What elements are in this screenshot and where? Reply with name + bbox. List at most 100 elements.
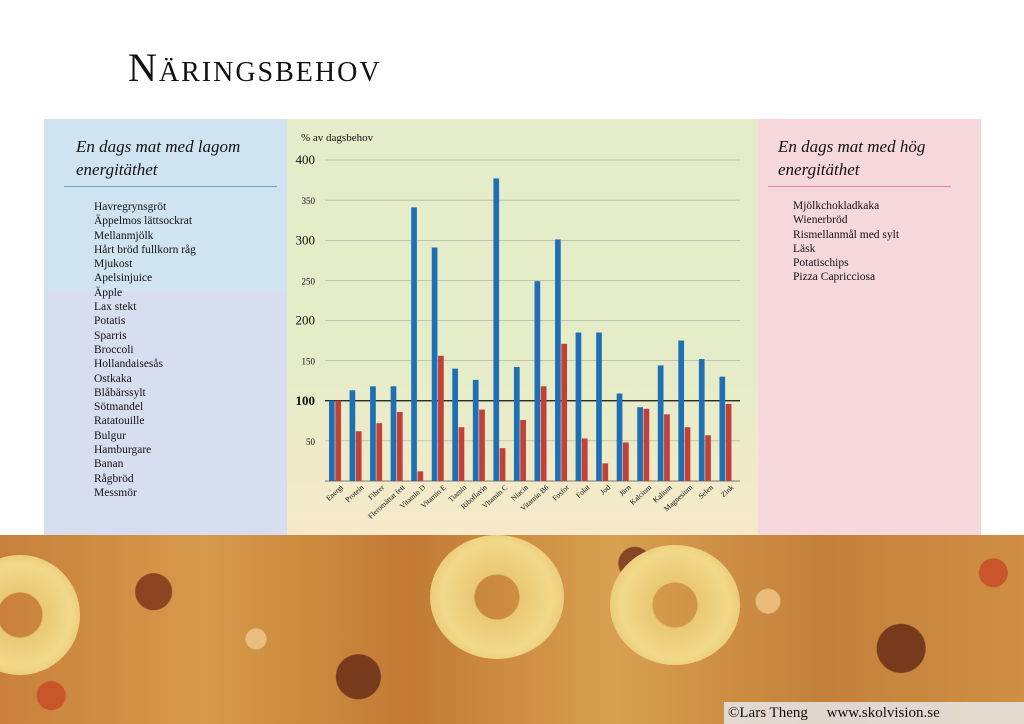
bar-series-2 [335,400,341,481]
x-tick-label: Zink [719,483,736,499]
bar-series-1 [698,359,705,481]
right-food-list: Mjölkchokladkaka Wienerbröd Rismellanmål m… [793,199,899,285]
pineapple-slice [0,555,80,675]
list-item: Läsk [793,242,816,255]
left-panel: En dags mat med lagom energitäthet Havre… [44,119,287,535]
y-tick-label: 50 [306,437,316,447]
bar-series-2 [376,423,383,481]
bar-series-2 [499,448,506,481]
list-item: Blåbärssylt [94,386,146,399]
y-tick-label: 150 [302,357,316,367]
x-tick-label: Protein [343,483,365,504]
bar-series-2 [581,438,588,481]
bar-series-2 [417,471,424,481]
bar-series-2 [725,403,732,481]
credit-bar: ©Lars Theng www.skolvision.se [724,702,1024,724]
pineapple-slice [430,535,564,659]
y-axis-label: % av dagsbehov [301,132,374,144]
bar-series-1 [472,379,479,481]
bar-series-1 [390,386,397,481]
x-tick-label: Jod [598,483,612,497]
bar-series-1 [452,368,458,481]
right-panel: En dags mat med hög energitäthet Mjölkch… [758,119,981,535]
bar-series-1 [719,376,726,481]
list-item: Sötmandel [94,401,144,414]
bar-series-2 [561,343,568,481]
credit-site[interactable]: www.skolvision.se [826,705,940,721]
list-item: Hamburgare [94,444,152,457]
list-item: Ostkaka [94,372,132,385]
bar-series-2 [602,463,609,481]
list-item: Rågbröd [94,472,134,485]
bar-series-2 [664,414,670,481]
bar-series-1 [431,247,438,481]
list-item: Äpple [94,286,123,299]
bar-series-1 [555,239,561,481]
bar-series-2 [458,427,465,481]
bar-series-2 [684,427,691,481]
list-item: Rismellanmål med sylt [793,228,900,241]
bar-series-2 [396,411,403,481]
list-item: Ratatouille [94,415,145,428]
list-item: Sparris [94,329,127,342]
left-panel-heading: En dags mat med lagom energitäthet [76,137,241,179]
bar-series-2 [479,409,485,481]
bar-series-1 [678,340,685,481]
bar-series-1 [596,332,602,481]
x-tick-label: Selen [696,483,715,501]
list-item: Mjukost [94,258,133,271]
list-item: Potatischips [793,257,849,270]
list-item: Hårt bröd fullkorn råg [94,243,196,256]
bar-series-1 [657,365,664,481]
y-tick-label: 200 [296,313,316,328]
bar-series-2 [520,420,526,481]
list-item: Äppelmos lättsockrat [94,215,193,228]
list-item: Lax stekt [94,301,137,314]
list-item: Bulgur [94,429,126,442]
list-item: Banan [94,458,124,471]
x-tick-label: Energi [324,483,345,503]
bar-series-1 [637,407,643,481]
x-tick-label: Kalcium [628,483,653,507]
left-food-list: Havregrynsgröt Äppelmos lättsockrat Mellan… [94,200,196,500]
list-item: Pizza Capricciosa [793,271,876,284]
bar-series-1 [349,390,356,481]
bar-series-1 [534,281,541,481]
x-tick-label: Folat [574,482,592,500]
bar-series-1 [411,207,417,481]
list-item: Apelsinjuice [94,272,153,285]
bar-series-2 [438,355,444,481]
pizza-photo: ©Lars Theng www.skolvision.se [0,535,1024,724]
x-tick-label: Fosfor [550,482,571,502]
credit-author: ©Lars Theng [728,705,808,721]
list-item: Hollandaisesås [94,358,163,371]
list-item: Mjölkchokladkaka [793,200,880,212]
bar-series-1 [493,178,500,481]
bar-series-2 [643,408,650,481]
bar-series-1 [513,367,520,481]
x-tick-label: Järn [617,483,632,498]
bar-series-2 [623,442,629,481]
bar-series-1 [329,400,335,481]
y-tick-label: 100 [296,393,316,408]
bar-series-2 [355,431,362,481]
y-tick-label: 300 [296,232,316,247]
bar-series-1 [616,393,623,481]
left-divider [64,186,277,187]
page-title: Näringsbehov [128,45,382,90]
list-item: Potatis [94,315,126,328]
list-item: Messmör [94,486,137,499]
bar-series-2 [705,435,711,481]
pineapple-slice [610,545,740,665]
bar-series-1 [370,386,376,481]
list-item: Havregrynsgröt [94,201,167,213]
list-item: Mellanmjölk [94,229,154,242]
nutrition-bar-chart: % av dagsbehov 50 100 150 200 250 300 350 400 Ene… [296,132,740,521]
list-item: Wienerbröd [793,214,848,227]
y-tick-label: 250 [302,276,316,286]
bar-series-2 [540,386,547,481]
y-tick-label: 400 [296,152,316,167]
y-tick-label: 350 [302,196,316,206]
bar-series-1 [575,332,582,481]
right-panel-heading: En dags mat med hög energitäthet [778,137,926,179]
